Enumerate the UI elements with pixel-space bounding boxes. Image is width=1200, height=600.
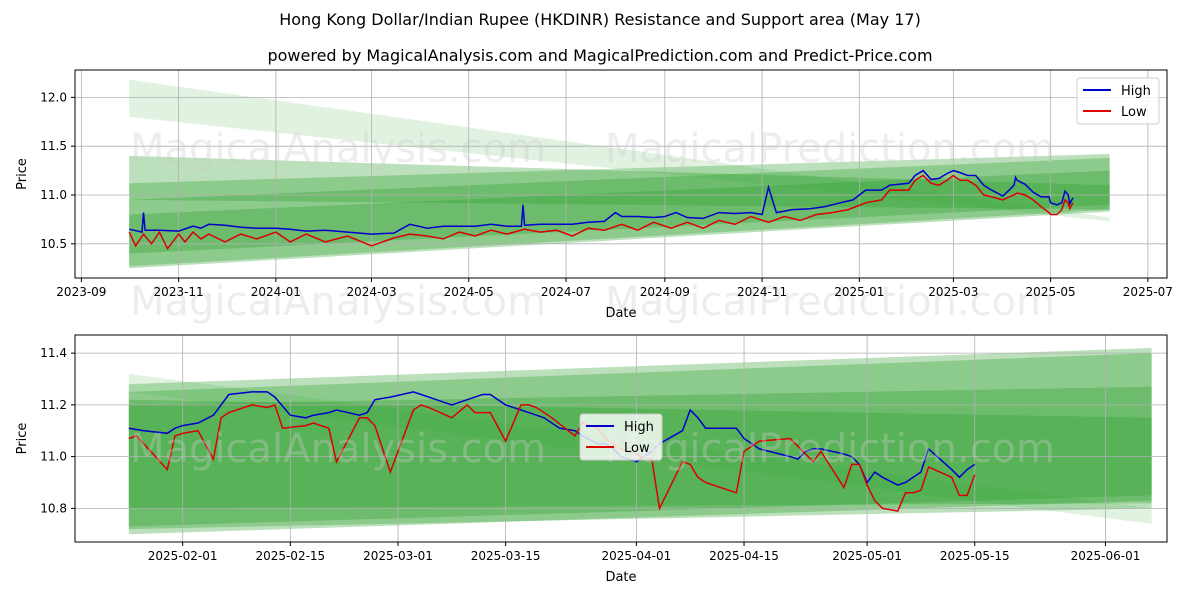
bottom-panel: MagicalAnalysis.com MagicalPrediction.com… (15, 334, 1168, 585)
plot-frame (74, 334, 1168, 543)
x-tick-label: 2023-09 (56, 285, 106, 299)
support-resistance-band (129, 157, 1110, 254)
legend-label: High (1121, 84, 1151, 99)
y-tick-label: 11.5 (40, 139, 67, 153)
plot-frame (74, 69, 1168, 279)
top-panel: MagicalAnalysis.com MagicalPrediction.com… (15, 69, 1173, 325)
y-tick-label: 11.0 (40, 188, 67, 202)
y-tick-label: 10.8 (40, 501, 67, 515)
watermark-text: MagicalAnalysis.com (130, 126, 546, 172)
x-tick-label: 2025-05-15 (940, 549, 1010, 563)
y-axis-label: Price (15, 423, 30, 455)
chart-subtitle: powered by MagicalAnalysis.com and Magic… (267, 46, 933, 65)
y-tick-label: 11.4 (40, 346, 67, 360)
x-tick-label: 2025-05 (1026, 285, 1076, 299)
series-line-high (129, 169, 1074, 235)
x-tick-label: 2025-04-01 (602, 549, 672, 563)
series-line-low (128, 174, 1074, 251)
x-tick-label: 2024-09 (640, 285, 690, 299)
x-axis-label: Date (605, 306, 636, 321)
x-tick-label: 2024-07 (541, 285, 591, 299)
x-tick-label: 2025-03-15 (471, 549, 541, 563)
y-tick-label: 11.0 (40, 450, 67, 464)
chart-title: Hong Kong Dollar/Indian Rupee (HKDINR) R… (279, 10, 921, 29)
support-resistance-band (129, 155, 1110, 210)
x-tick-label: 2024-11 (737, 285, 787, 299)
x-axis-label: Date (605, 570, 636, 585)
y-tick-label: 11.2 (40, 398, 67, 412)
watermark-text: MagicalPrediction.com (605, 279, 1055, 325)
support-resistance-band (129, 153, 1110, 267)
x-tick-label: 2023-11 (154, 285, 204, 299)
legend-label: High (624, 420, 654, 435)
legend-label: Low (624, 441, 650, 456)
y-tick-label: 12.0 (40, 90, 67, 104)
x-tick-label: 2025-06-01 (1071, 549, 1141, 563)
watermark-text: MagicalPrediction.com (605, 126, 1055, 172)
plot-area (75, 70, 1167, 278)
x-tick-label: 2025-03 (928, 285, 978, 299)
x-tick-label: 2025-03-01 (363, 549, 433, 563)
watermark-text: MagicalPrediction.com (605, 426, 1055, 472)
x-tick-label: 2025-04-15 (709, 549, 779, 563)
x-tick-label: 2025-02-15 (255, 549, 325, 563)
legend: High Low (1076, 77, 1160, 125)
support-resistance-band (129, 79, 1110, 222)
legend-label: Low (1121, 105, 1147, 120)
legend: High Low (579, 413, 663, 461)
x-tick-label: 2025-01 (834, 285, 884, 299)
watermark-text: MagicalAnalysis.com (130, 279, 546, 325)
watermark-text: MagicalAnalysis.com (130, 426, 546, 472)
y-axis-label: Price (15, 158, 30, 190)
y-tick-label: 10.5 (40, 237, 67, 251)
x-tick-label: 2025-02-01 (148, 549, 218, 563)
x-tick-label: 2025-07 (1123, 285, 1173, 299)
x-tick-label: 2025-05-01 (832, 549, 902, 563)
x-tick-label: 2024-01 (251, 285, 301, 299)
x-tick-label: 2024-03 (346, 285, 396, 299)
x-tick-label: 2024-05 (444, 285, 494, 299)
